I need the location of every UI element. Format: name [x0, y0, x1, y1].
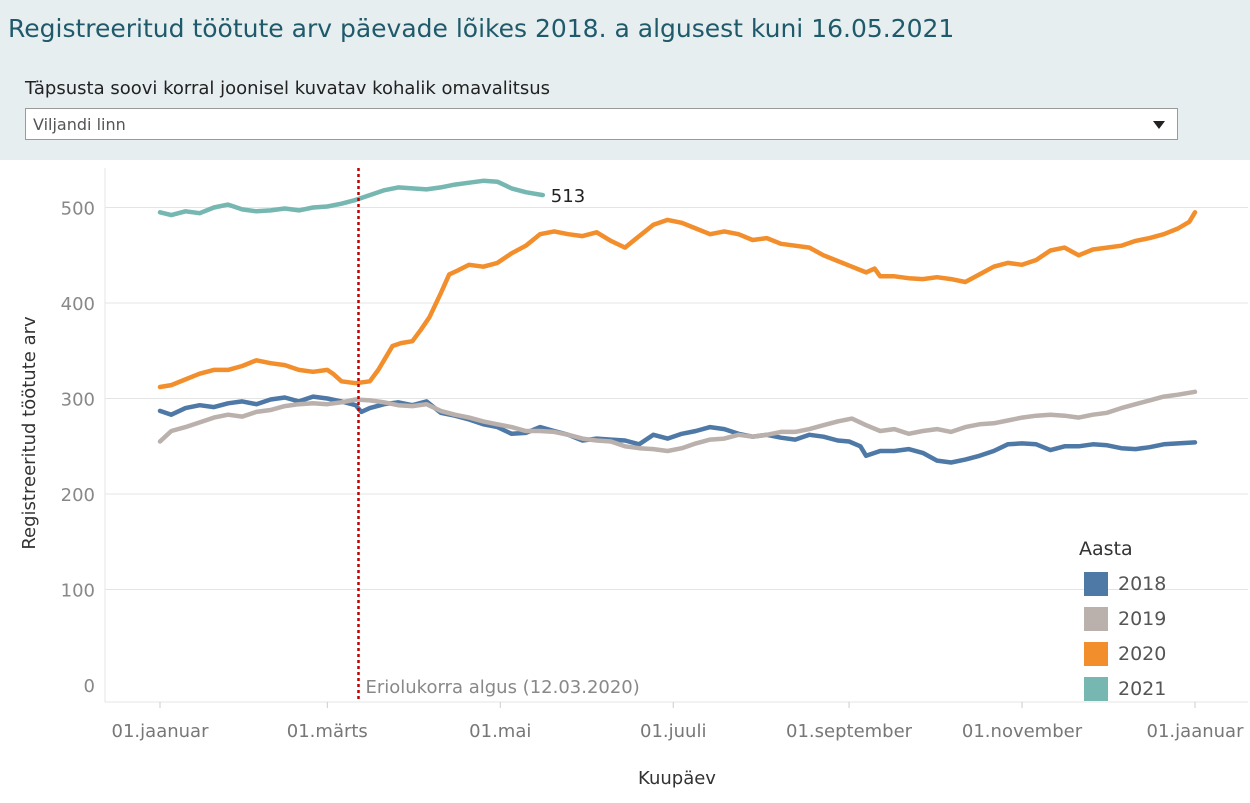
x-tick-label-0: 01.jaanuar [112, 721, 210, 742]
legend-label-2020: 2020 [1118, 642, 1167, 665]
x-tick-label-5: 01.november [962, 721, 1083, 742]
chevron-down-icon[interactable] [1153, 121, 1165, 129]
series-lines [157, 178, 1198, 465]
legend-swatch-2019 [1084, 606, 1108, 631]
filter-label: Täpsusta soovi korral joonisel kuvatav k… [25, 78, 551, 99]
series-line-2021 [157, 178, 546, 218]
unemployment-line-chart: 0 100 200 300 400 500 01.jaanuar 01.märts 01.ma… [19, 168, 1248, 789]
legend-item-2018[interactable]: 2018 [1079, 566, 1229, 601]
x-tick-label-1: 01.märts [287, 721, 368, 742]
y-axis-title: Registreeritud töötute arv [19, 316, 40, 550]
series-line-2018 [157, 394, 1198, 465]
x-tick-label-4: 01.september [786, 721, 913, 742]
x-tick-label-6: 01.jaanuar [1147, 721, 1245, 742]
legend-swatch-2021 [1084, 676, 1108, 701]
chart-legend: Aasta 2018 2019 2020 2021 [1079, 538, 1229, 706]
x-tick-label-2: 01.mai [469, 721, 531, 742]
end-value-label-2021: 513 [551, 186, 585, 207]
dropdown-selected-value: Viljandi linn [33, 115, 126, 134]
y-tick-label-400: 400 [61, 294, 95, 315]
dashboard-header: Registreeritud töötute arv päevade lõike… [0, 0, 1250, 160]
legend-swatch-2018 [1084, 571, 1108, 596]
reference-line-label: Eriolukorra algus (12.03.2020) [365, 677, 639, 698]
reference-line-group: Eriolukorra algus (12.03.2020) [357, 168, 640, 702]
series-line-2020 [157, 210, 1198, 390]
y-tick-label-500: 500 [61, 199, 95, 220]
legend-item-2019[interactable]: 2019 [1079, 601, 1229, 636]
municipality-dropdown[interactable]: Viljandi linn [25, 108, 1178, 140]
chart-labels: 513 Registreeritud töötute arv Kuupäev [19, 186, 716, 789]
legend-swatch-2020 [1084, 641, 1108, 666]
legend-label-2021: 2021 [1118, 677, 1167, 700]
y-axis-ticks: 0 100 200 300 400 500 [61, 199, 95, 698]
y-tick-label-200: 200 [61, 485, 95, 506]
legend-title: Aasta [1079, 538, 1133, 560]
legend-item-2020[interactable]: 2020 [1079, 636, 1229, 671]
x-tick-label-3: 01.juuli [640, 721, 706, 742]
legend-item-2021[interactable]: 2021 [1079, 671, 1229, 706]
y-tick-label-300: 300 [61, 390, 95, 411]
series-line-2019 [157, 389, 1198, 454]
x-axis-title: Kuupäev [638, 768, 716, 789]
y-tick-label-0: 0 [84, 676, 95, 697]
page-title: Registreeritud töötute arv päevade lõike… [8, 14, 955, 43]
y-tick-label-100: 100 [61, 581, 95, 602]
x-axis-ticks: 01.jaanuar 01.märts 01.mai 01.juuli 01.septe… [112, 702, 1245, 742]
legend-label-2019: 2019 [1118, 607, 1167, 630]
legend-label-2018: 2018 [1118, 572, 1167, 595]
